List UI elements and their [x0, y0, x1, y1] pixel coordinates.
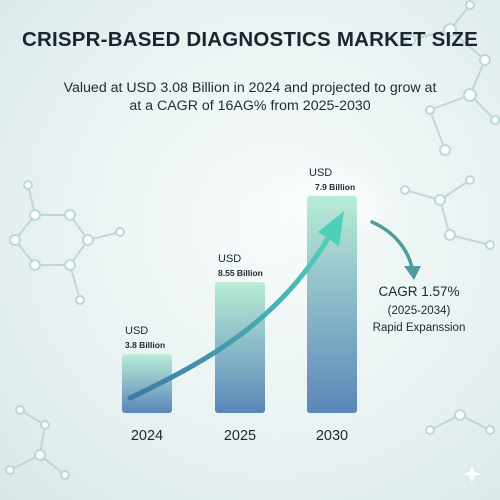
- chart-title: CRISPR-BASED DIAGNOSTICS MARKET SIZE: [22, 28, 478, 51]
- value-label-amount-2030: 7.9 Billion: [315, 182, 355, 192]
- subtitle-line-2: at a CAGR of 16AG% from 2025-2030: [129, 98, 371, 114]
- growth-arrow: [127, 232, 333, 401]
- x-tick-label-2025: 2025: [224, 428, 256, 444]
- bar-2025: [215, 282, 265, 413]
- value-label-amount-2025: 8.55 Billion: [218, 268, 263, 278]
- value-label-currency-2030: USD: [309, 167, 332, 179]
- subtitle-line-1: Valued at USD 3.08 Billion in 2024 and p…: [63, 80, 437, 96]
- growth-arrowhead: [318, 211, 344, 246]
- chart-subtitle: Valued at USD 3.08 Billion in 2024 and p…: [40, 79, 460, 115]
- x-tick-label-2024: 2024: [131, 428, 163, 444]
- cagr-note: Rapid Expanssion: [373, 322, 466, 334]
- value-label-currency-2025: USD: [218, 253, 241, 265]
- cagr-value: CAGR 1.57%: [378, 284, 459, 299]
- value-label-amount-2024: 3.8 Billion: [125, 340, 165, 350]
- callout-arrowhead: [404, 266, 421, 280]
- value-label-currency-2024: USD: [125, 325, 148, 337]
- sparkle-icon: [462, 464, 482, 484]
- cagr-period: (2025-2034): [388, 305, 451, 317]
- callout-arrow: [370, 220, 414, 270]
- x-tick-label-2030: 2030: [316, 428, 348, 444]
